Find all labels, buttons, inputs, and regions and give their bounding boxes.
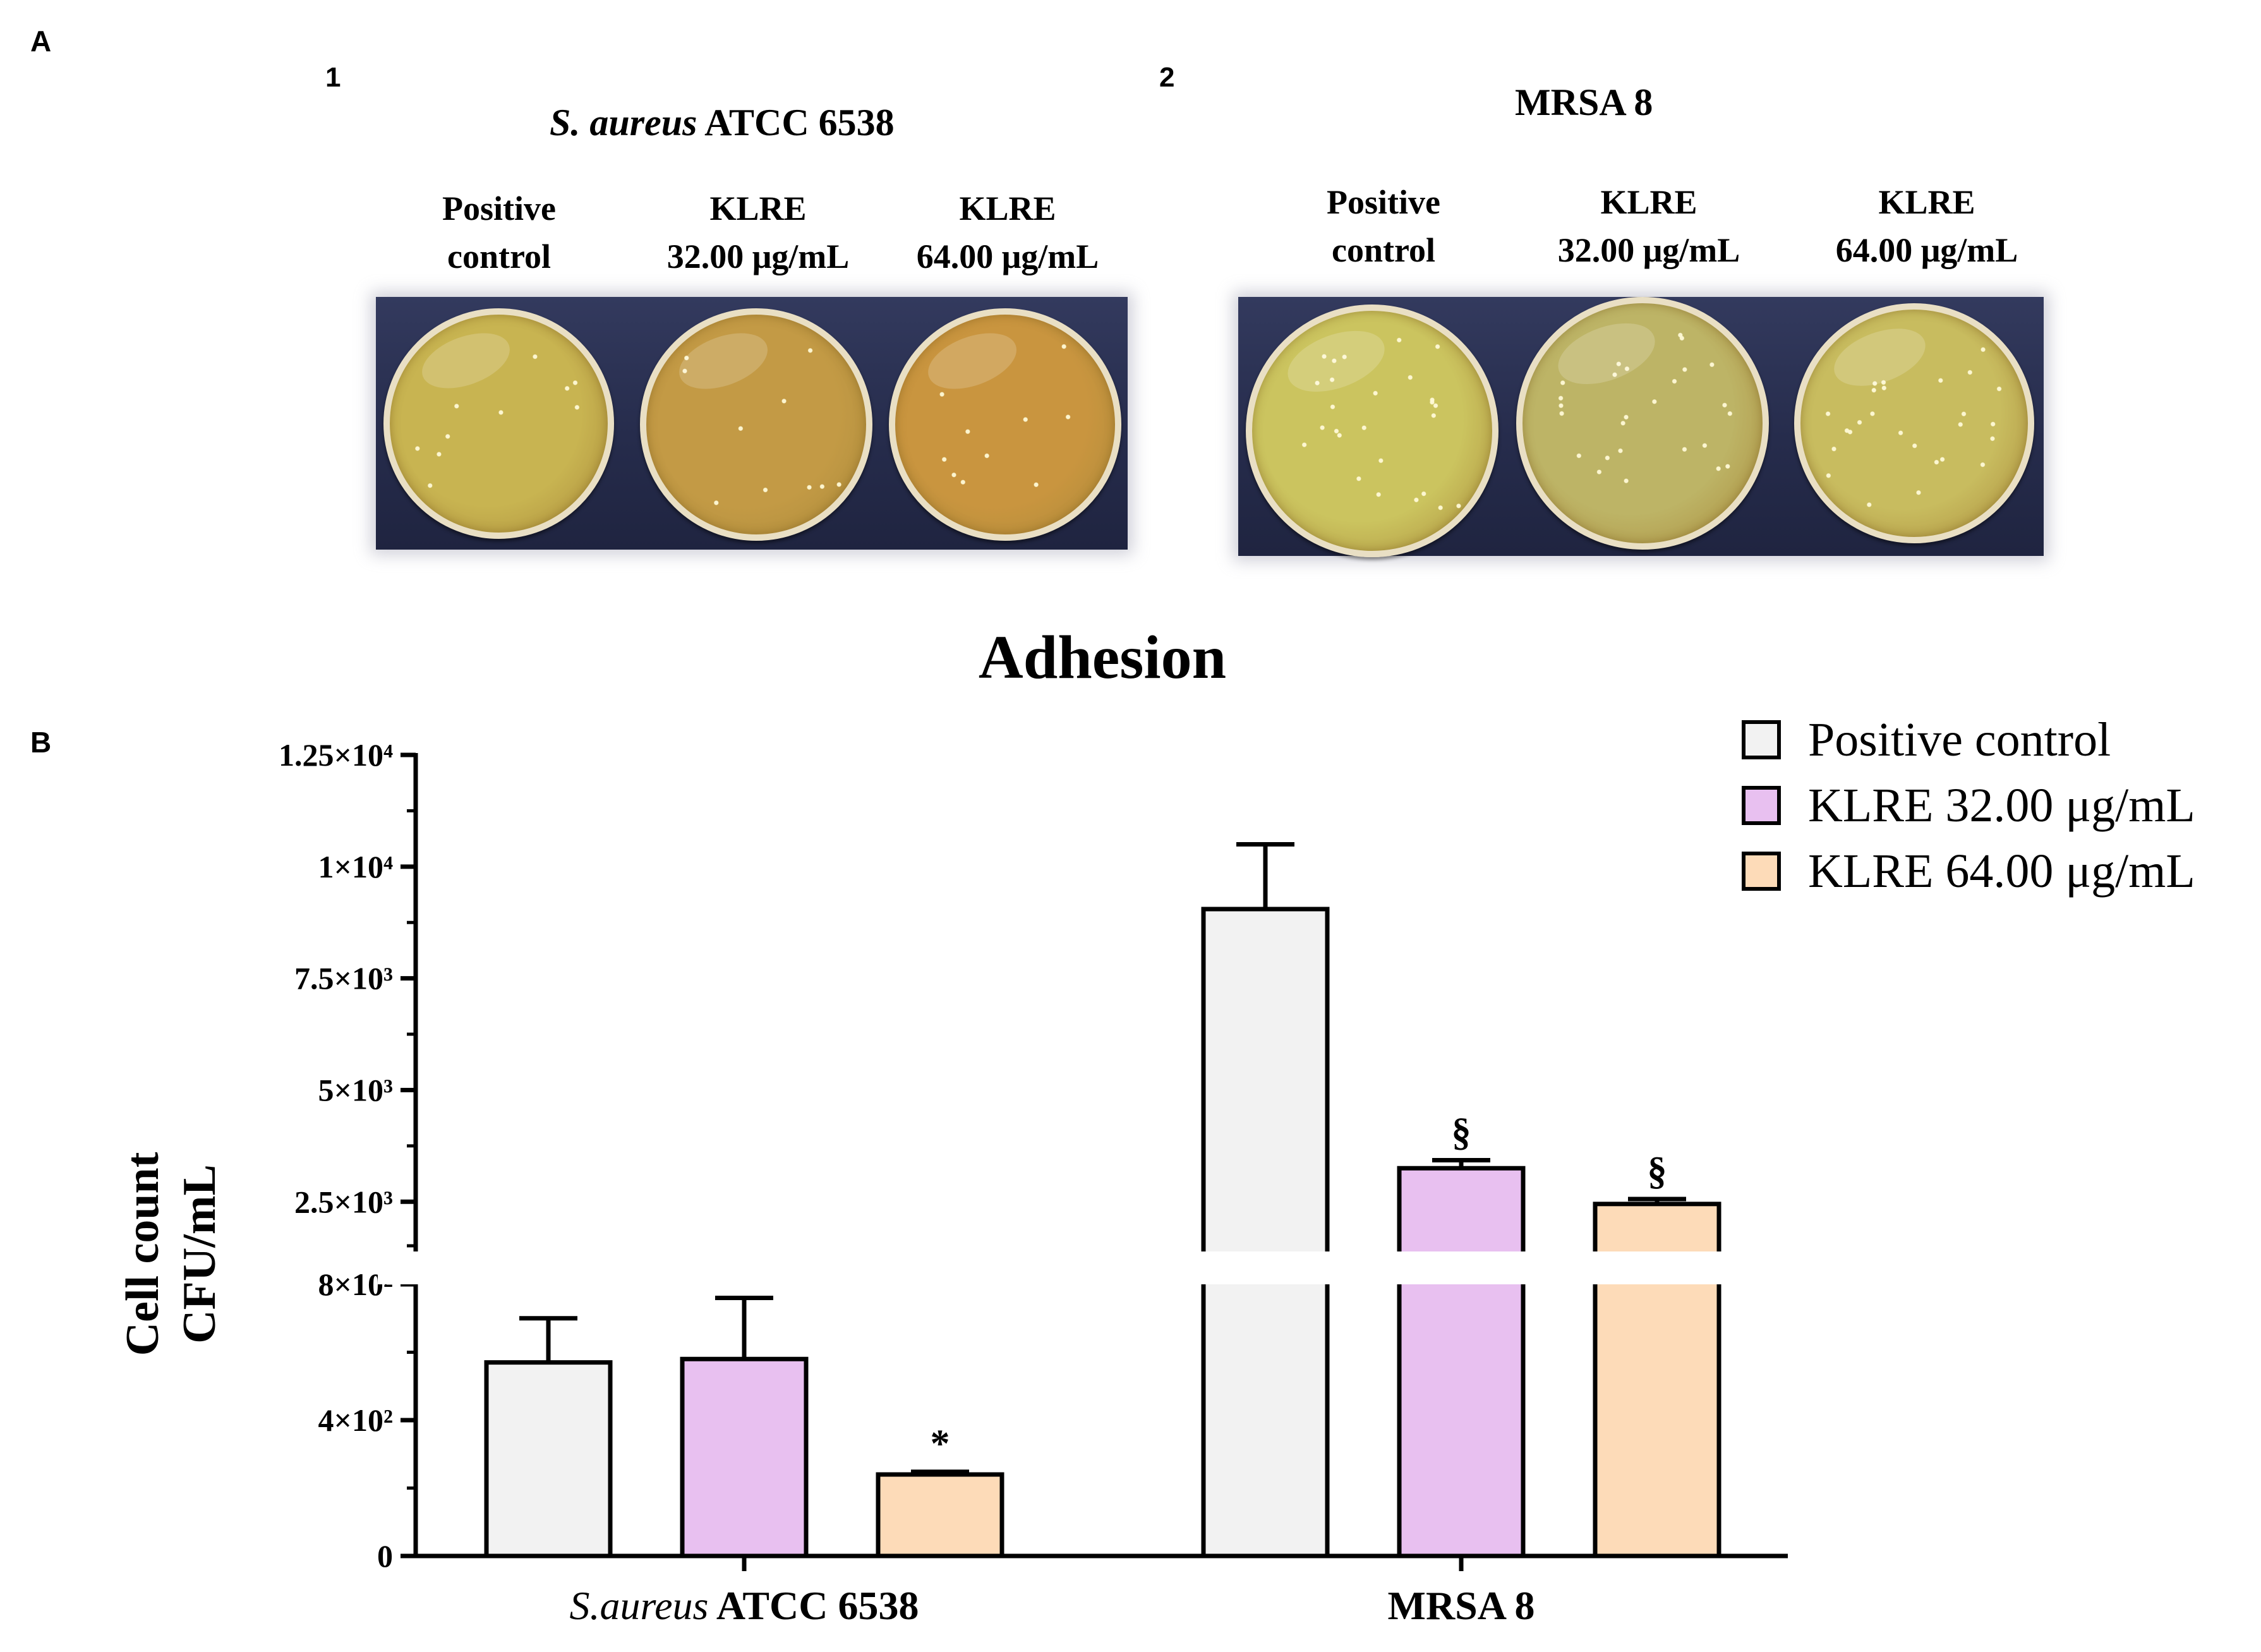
bar — [1397, 1166, 1526, 1559]
y-axis-title-line1: Cell count — [117, 1152, 169, 1356]
group-1-plate-photo — [376, 297, 1128, 550]
chart-title: Adhesion — [979, 624, 1226, 692]
panel-b-label: B — [30, 726, 52, 759]
significance-mark: § — [1452, 1111, 1471, 1154]
axis-break-gap — [378, 1251, 1788, 1284]
y-tick-label: 1×10⁴ — [318, 849, 393, 884]
significance-mark: * — [931, 1423, 950, 1466]
y-tick-label: 1.25×10⁴ — [279, 737, 393, 773]
group-2-plate-2-label: KLRE 32.00 μg/mL — [1557, 183, 1740, 269]
group-1-plate-3 — [889, 308, 1121, 541]
group-1-plate-3-label: KLRE 64.00 μg/mL — [916, 190, 1099, 275]
legend-label: KLRE 64.00 μg/mL — [1808, 845, 2195, 898]
group-1-plate-1-label: Positive control — [442, 190, 556, 275]
adhesion-chart: Adhesion Cell count CFU/mL 2.5×10³ 5×10³ 7… — [117, 624, 2195, 1628]
group-2-plate-1 — [1246, 304, 1498, 557]
group-2-plate-1-label: Positive control — [1327, 183, 1440, 269]
legend-swatch — [1742, 852, 1781, 891]
group-2-plate-3-label: KLRE 64.00 μg/mL — [1835, 183, 2018, 269]
group-1-title: S. aureus ATCC 6538 — [550, 102, 895, 143]
bar — [484, 1360, 613, 1559]
y-tick-label: 2.5×10³ — [294, 1184, 393, 1219]
x-category-label-text: MRSA 8 — [1388, 1583, 1535, 1628]
bar — [1201, 907, 1330, 1559]
legend-label: KLRE 32.00 μg/mL — [1808, 779, 2195, 832]
group-1-plate-1 — [383, 308, 614, 539]
panel-a-label: A — [30, 25, 52, 57]
legend-label: Positive control — [1808, 713, 2111, 766]
y-axis-title-line2: CFU/mL — [174, 1164, 226, 1344]
group-1-plate-2-label: KLRE 32.00 μg/mL — [666, 190, 850, 275]
legend-swatch — [1742, 786, 1781, 825]
group-2-number: 2 — [1159, 62, 1175, 93]
bar — [876, 1472, 1004, 1559]
y-tick-label: 4×10² — [318, 1402, 393, 1438]
y-tick-label: 5×10³ — [318, 1072, 393, 1107]
group-2-plate-2 — [1516, 297, 1769, 550]
y-tick-label: 0 — [377, 1538, 393, 1574]
y-tick-label: 7.5×10³ — [294, 961, 393, 996]
x-category-label: MRSA 8 — [1388, 1583, 1535, 1628]
group-2-title: MRSA 8 — [1515, 81, 1653, 123]
group-2-plate-photo — [1238, 297, 2044, 557]
x-category-label-italic: S.aureus — [570, 1583, 709, 1628]
group-1-number: 1 — [325, 62, 341, 93]
group-2-plate-3 — [1794, 303, 2034, 543]
group-1-plate-2 — [640, 308, 872, 541]
bar — [680, 1356, 809, 1559]
x-category-label: S.aureus ATCC 6538 — [570, 1583, 919, 1628]
significance-mark: § — [1648, 1150, 1667, 1193]
x-category-label-text: ATCC 6538 — [708, 1583, 919, 1628]
y-axis-title: Cell count CFU/mL — [117, 1152, 226, 1356]
legend-swatch — [1742, 720, 1781, 759]
